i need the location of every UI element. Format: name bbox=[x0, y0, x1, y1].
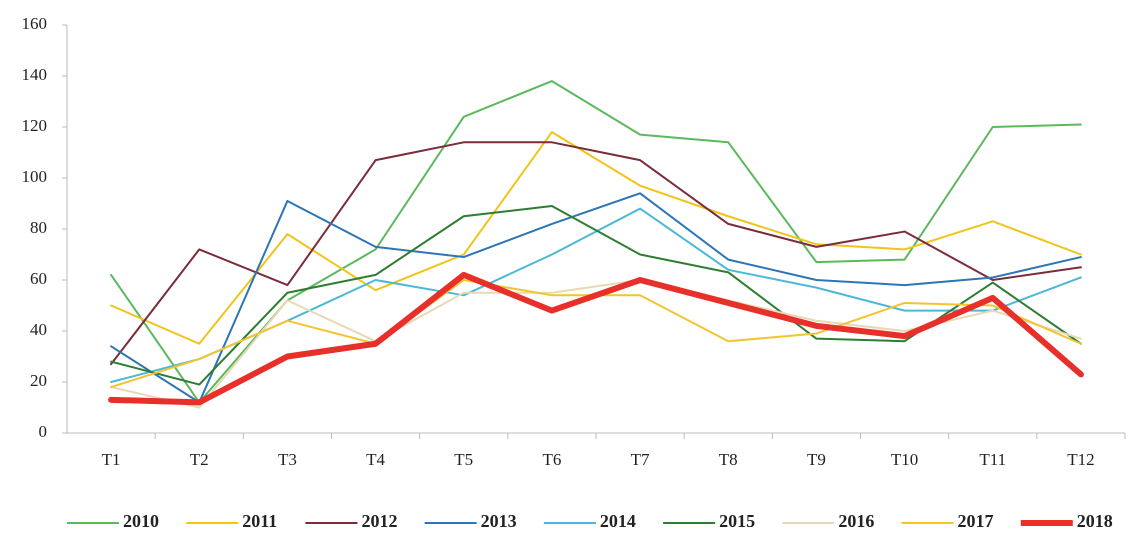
legend-label: 2010 bbox=[123, 511, 159, 531]
y-tick-label: 40 bbox=[30, 320, 47, 339]
y-tick-label: 20 bbox=[30, 371, 47, 390]
y-tick-label: 0 bbox=[39, 422, 48, 441]
series-line bbox=[110, 279, 1082, 409]
y-tick-label: 80 bbox=[30, 218, 47, 237]
x-tick-label: T7 bbox=[631, 450, 650, 469]
x-tick-label: T3 bbox=[278, 450, 297, 469]
y-tick-label: 60 bbox=[30, 269, 47, 288]
series-line bbox=[110, 131, 1082, 345]
x-tick-label: T4 bbox=[366, 450, 385, 469]
legend-label: 2012 bbox=[361, 511, 397, 531]
x-tick-label: T9 bbox=[807, 450, 826, 469]
x-tick-label: T2 bbox=[190, 450, 209, 469]
series-line bbox=[110, 192, 1082, 404]
x-tick-label: T12 bbox=[1067, 450, 1094, 469]
legend-label: 2011 bbox=[242, 511, 277, 531]
legend-label: 2017 bbox=[958, 511, 994, 531]
x-tick-label: T11 bbox=[979, 450, 1006, 469]
series-line bbox=[110, 80, 1082, 404]
x-tick-label: T1 bbox=[102, 450, 121, 469]
x-tick-label: T10 bbox=[891, 450, 918, 469]
legend-label: 2014 bbox=[600, 511, 636, 531]
y-tick-label: 120 bbox=[22, 116, 48, 135]
legend-label: 2018 bbox=[1077, 511, 1113, 531]
x-tick-label: T8 bbox=[719, 450, 738, 469]
series-line bbox=[108, 271, 1084, 406]
legend-label: 2015 bbox=[719, 511, 755, 531]
y-tick-label: 160 bbox=[22, 14, 48, 33]
legend-label: 2013 bbox=[481, 511, 517, 531]
y-tick-label: 100 bbox=[22, 167, 48, 186]
x-tick-label: T6 bbox=[542, 450, 561, 469]
legend-label: 2016 bbox=[838, 511, 874, 531]
series-line bbox=[110, 141, 1082, 366]
x-tick-label: T5 bbox=[454, 450, 473, 469]
y-tick-label: 140 bbox=[22, 65, 48, 84]
